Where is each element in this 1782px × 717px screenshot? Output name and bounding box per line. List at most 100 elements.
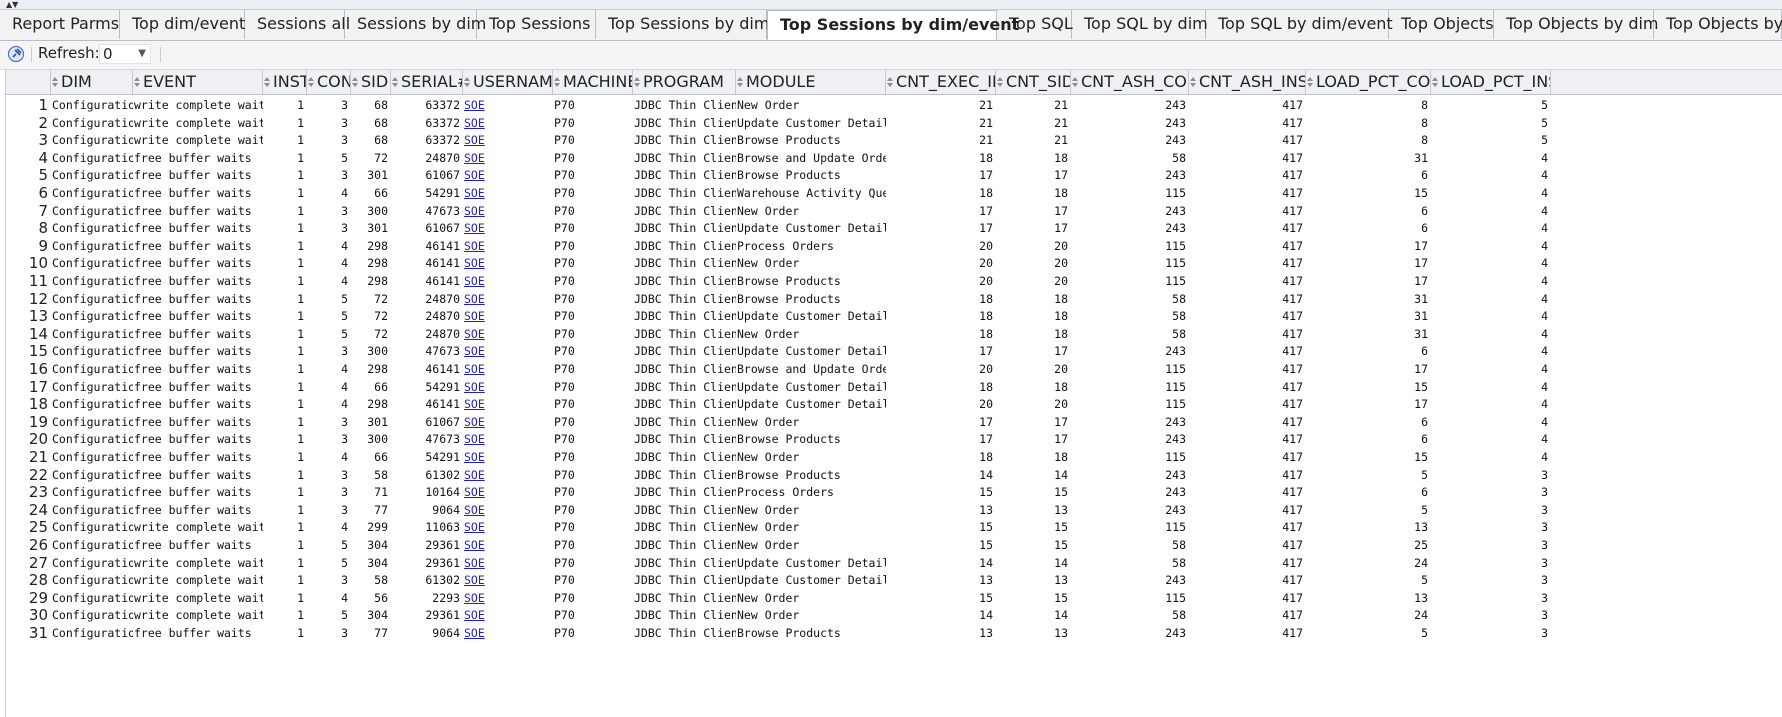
table-row[interactable]: 27 Configurationwrite complete waits 1 5 304… [6,553,1782,573]
username-link[interactable]: SOE [464,608,485,623]
username-link[interactable]: SOE [464,291,485,306]
username-link[interactable]: SOE [464,362,485,376]
username-link[interactable]: SOE [464,590,485,605]
username-link[interactable]: SOE [464,98,485,112]
column-header-dim[interactable]: DIM [51,70,133,94]
table-row[interactable]: 13 Configurationfree buffer waits 1 5 72 2487… [6,306,1782,326]
username-link[interactable]: SOE [464,555,485,570]
column-header-program[interactable]: PROGRAM [633,70,736,94]
sort-icon[interactable] [52,77,58,87]
column-header-event[interactable]: EVENT [133,70,263,94]
tab-top-sessions-by-dim-event[interactable]: Top Sessions by dim/event [767,10,1019,40]
sort-icon[interactable] [554,77,560,87]
username-link[interactable]: SOE [464,397,485,412]
table-row[interactable]: 11 Configurationfree buffer waits 1 4 298 461… [6,271,1782,291]
username-link[interactable]: SOE [464,238,485,253]
table-row[interactable]: 28Configurationwrite complete waits13586… [6,570,1782,590]
table-row[interactable]: 14 Configurationfree buffer waits 1 5 72 2487… [6,324,1782,344]
username-link[interactable]: SOE [464,326,485,341]
sort-icon[interactable] [1072,77,1078,87]
username-link[interactable]: SOE [464,256,485,271]
tab-sessions-all[interactable]: Sessions all [245,10,350,39]
column-header-module[interactable]: MODULE [736,70,886,94]
table-row[interactable]: 10 Configurationfree buffer waits 1 4 298 461… [6,253,1782,273]
sort-icon[interactable] [392,77,398,87]
username-link[interactable]: SOE [464,379,485,394]
table-row[interactable]: 22 Configurationfree buffer waits 1 3 58 6130… [6,465,1782,485]
table-row[interactable]: 17 Configurationfree buffer waits 1 4 66 5429… [6,377,1782,397]
column-header-cnt-exec-id[interactable]: CNT_EXEC_ID [886,70,996,94]
tab-report-parms[interactable]: Report Parms [0,10,120,39]
table-row[interactable]: 2 Configurationwrite complete waits 1 3 68 63… [6,113,1782,133]
username-link[interactable]: SOE [464,168,485,183]
username-link[interactable]: SOE [464,502,485,517]
table-row[interactable]: 25 Configurationwrite complete waits 1 4 299… [6,517,1782,537]
tab-top-dim-event[interactable]: Top dim/event [120,10,245,39]
table-row[interactable]: 24Configurationfree buffer waits13779064… [6,500,1782,520]
username-link[interactable]: SOE [464,115,485,130]
username-link[interactable]: SOE [464,344,485,359]
table-row[interactable]: 18 Configurationfree buffer waits 1 4 298 461… [6,394,1782,414]
sort-icon[interactable] [1432,77,1438,87]
column-header-cnt-ash-inst[interactable]: CNT_ASH_INST [1189,70,1306,94]
sort-icon[interactable] [264,77,270,87]
tab-top-sessions[interactable]: Top Sessions [477,10,596,39]
sort-icon[interactable] [737,77,743,87]
sort-icon[interactable] [634,77,640,87]
table-row[interactable]: 29 Configurationwrite complete waits 1 4 56 2… [6,588,1782,608]
sort-icon[interactable] [1190,77,1196,87]
table-row[interactable]: 5 Configurationfree buffer waits 1 3 301 6106… [6,165,1782,185]
sort-icon[interactable] [308,77,314,87]
table-row[interactable]: 15 Configurationfree buffer waits 1 3 300 476… [6,341,1782,361]
column-header-cnt-sid[interactable]: CNT_SID [996,70,1071,94]
table-row[interactable]: 26Configurationfree buffer waits15304293… [6,535,1782,555]
table-row[interactable]: 9 Configurationfree buffer waits 1 4 298 4614… [6,236,1782,256]
tab-top-objects[interactable]: Top Objects [1389,10,1494,39]
username-link[interactable]: SOE [464,221,485,236]
table-row[interactable]: 21 Configurationfree buffer waits 1 4 66 5429… [6,447,1782,467]
table-row[interactable]: 23 Configurationfree buffer waits 1 3 71 1016… [6,482,1782,502]
username-link[interactable]: SOE [464,485,485,500]
table-row[interactable]: 4 Configurationfree buffer waits 1 5 72 24870… [6,148,1782,168]
tab-top-objects-by[interactable]: Top Objects by [1654,10,1782,39]
table-row[interactable]: 7 Configurationfree buffer waits 1 3 300 4767… [6,201,1782,221]
table-row[interactable]: 30 Configurationwrite complete waits 1 5 304… [6,605,1782,625]
sort-icon[interactable] [1307,77,1313,87]
table-row[interactable]: 19 Configurationfree buffer waits 1 3 301 610… [6,412,1782,432]
column-header-load-pct-con[interactable]: LOAD_PCT_CON [1306,70,1431,94]
username-link[interactable]: SOE [464,309,485,324]
sort-icon[interactable] [887,77,893,87]
refresh-interval-select[interactable]: 0 ▼ [99,44,151,64]
collapse-triangle-icon[interactable]: ▲▼ [6,0,19,9]
column-header-inst[interactable]: INST [263,70,307,94]
username-link[interactable]: SOE [464,450,485,464]
column-header-serial[interactable]: SERIAL# [391,70,463,94]
tab-sessions-by-dim[interactable]: Sessions by dim [345,10,486,39]
table-row[interactable]: 6 Configurationfree buffer waits 1 4 66 54291… [6,183,1782,203]
sort-icon[interactable] [352,77,358,87]
table-row[interactable]: 1 Configurationwrite complete waits 1 3 68 63… [6,95,1782,115]
tab-top-sql[interactable]: Top SQL [997,10,1073,39]
username-link[interactable]: SOE [464,538,485,552]
column-header-username[interactable]: USERNAME [463,70,553,94]
tab-top-objects-by-dim[interactable]: Top Objects by dim [1494,10,1659,39]
table-row[interactable]: 8 Configurationfree buffer waits 1 3 301 6106… [6,218,1782,238]
username-link[interactable]: SOE [464,573,485,588]
sort-icon[interactable] [134,77,140,87]
username-link[interactable]: SOE [464,467,485,482]
sort-icon[interactable] [997,77,1003,87]
tab-top-sessions-by-dim[interactable]: Top Sessions by dim [596,10,769,39]
pin-icon[interactable] [7,45,25,63]
username-link[interactable]: SOE [464,414,485,429]
table-row[interactable]: 31Configurationfree buffer waits13779064… [6,623,1782,643]
username-link[interactable]: SOE [464,203,485,218]
sort-icon[interactable] [464,77,470,87]
tab-top-sql-by-dim-event[interactable]: Top SQL by dim/event [1206,10,1393,39]
column-header-con[interactable]: CON [307,70,351,94]
username-link[interactable]: SOE [464,274,485,288]
username-link[interactable]: SOE [464,133,485,148]
username-link[interactable]: SOE [464,626,485,640]
table-row[interactable]: 20 Configurationfree buffer waits 1 3 300 476… [6,429,1782,449]
table-row[interactable]: 16 Configurationfree buffer waits 1 4 298 461… [6,359,1782,379]
username-link[interactable]: SOE [464,520,485,535]
